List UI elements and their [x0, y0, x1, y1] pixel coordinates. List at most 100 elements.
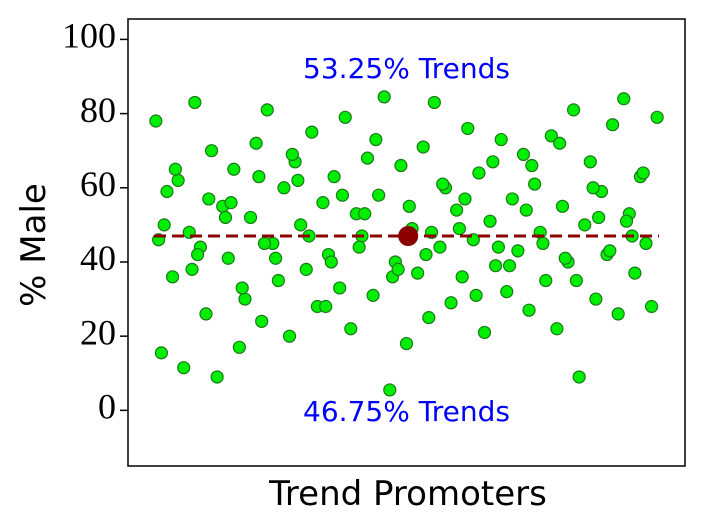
point [165, 270, 180, 284]
y-axis-label: % Male [14, 183, 54, 307]
point [650, 110, 664, 124]
point [628, 266, 642, 280]
point [227, 162, 241, 176]
plot-frame [127, 18, 686, 467]
point [199, 307, 213, 321]
point [255, 314, 269, 328]
point [294, 218, 308, 232]
point [436, 177, 450, 191]
point [486, 155, 500, 169]
point [422, 311, 436, 325]
point [483, 214, 497, 228]
point [338, 110, 352, 124]
point [411, 266, 425, 280]
point [491, 240, 506, 254]
point [489, 259, 503, 273]
annotation: 46.75% Trends [303, 395, 510, 428]
point [221, 251, 235, 265]
point [539, 273, 553, 288]
y-tick-label: 80 [80, 90, 116, 130]
point [583, 155, 597, 169]
point [639, 236, 653, 251]
point [149, 114, 163, 128]
point [394, 158, 408, 173]
point [185, 262, 199, 276]
point [160, 184, 174, 199]
point [210, 370, 224, 384]
point [157, 218, 171, 232]
point [500, 285, 514, 299]
point [383, 383, 397, 397]
point [249, 136, 263, 150]
point [344, 322, 358, 336]
point [592, 210, 606, 225]
point [352, 240, 366, 254]
point [372, 188, 386, 202]
x-axis-label: Trend Promoters [268, 474, 547, 514]
point [202, 192, 216, 206]
point [333, 281, 347, 295]
point [569, 273, 583, 288]
y-tick-label: 60 [80, 164, 116, 204]
point [644, 299, 659, 314]
point [472, 166, 486, 180]
point [366, 288, 380, 302]
point [243, 210, 258, 225]
point [238, 292, 252, 306]
point [232, 340, 246, 354]
point [285, 147, 299, 161]
point [469, 288, 483, 302]
point [572, 370, 586, 384]
point [536, 236, 550, 251]
point [494, 132, 508, 147]
point [553, 136, 567, 150]
point [391, 262, 405, 276]
point [511, 244, 525, 258]
point [168, 162, 182, 176]
point [335, 188, 350, 202]
point [154, 346, 169, 360]
point [191, 247, 205, 262]
annotation: 53.25% Trends [303, 52, 510, 85]
point [519, 203, 533, 217]
y-tick-label: 0 [98, 387, 116, 427]
point [204, 144, 219, 158]
point [589, 292, 603, 306]
point [522, 303, 536, 317]
point [502, 259, 517, 273]
point [299, 262, 313, 276]
point [360, 151, 375, 165]
point [327, 170, 341, 184]
point [433, 240, 447, 254]
point [260, 103, 274, 117]
point [252, 170, 266, 184]
point [477, 325, 492, 340]
point [271, 273, 285, 288]
point [605, 118, 620, 132]
point [416, 140, 430, 154]
point [461, 121, 475, 136]
point [224, 196, 238, 210]
point [427, 95, 441, 110]
point [619, 214, 634, 228]
point [177, 361, 191, 375]
point [419, 247, 433, 262]
point [305, 125, 319, 139]
point [617, 92, 631, 106]
point [505, 192, 519, 206]
point [188, 95, 202, 110]
point [377, 90, 391, 104]
point [544, 129, 558, 143]
y-tick-label: 100 [62, 16, 116, 56]
point [257, 236, 272, 251]
point [402, 199, 416, 213]
point [586, 181, 600, 195]
point [399, 336, 414, 351]
point [277, 181, 291, 195]
mean-point [398, 226, 419, 247]
point [319, 299, 333, 314]
point [558, 251, 572, 265]
point [171, 173, 185, 187]
point [235, 281, 249, 295]
